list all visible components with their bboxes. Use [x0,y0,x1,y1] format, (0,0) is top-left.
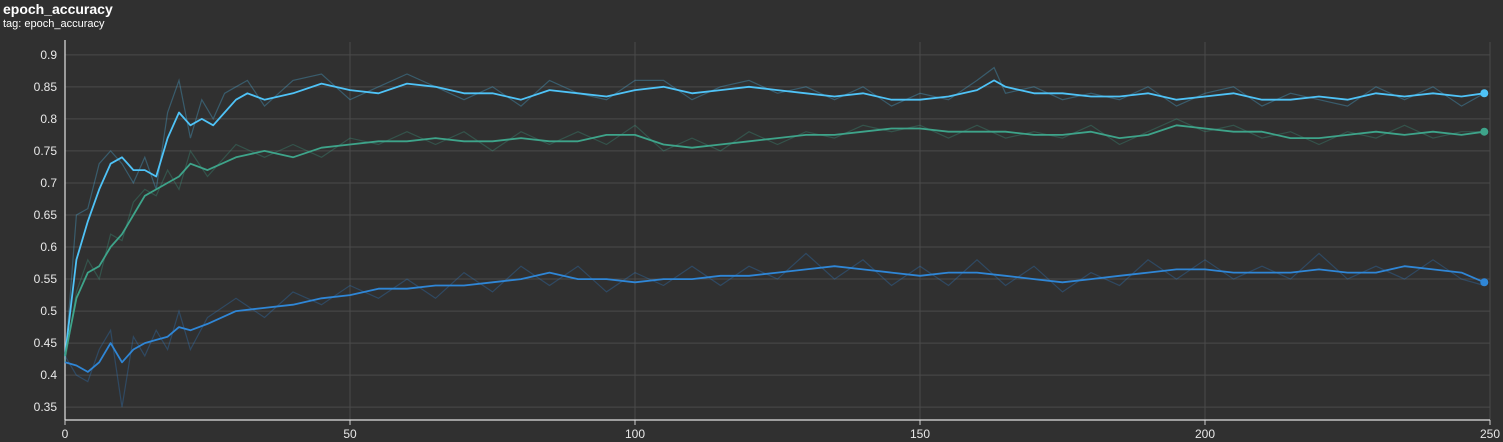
y-tick-label: 0.4 [40,368,57,382]
x-tick-label: 100 [625,427,645,441]
y-tick-label: 0.9 [40,48,57,62]
series-2-endpoint[interactable] [1480,127,1489,136]
y-tick-label: 0.65 [34,208,58,222]
y-tick-label: 0.35 [34,400,58,414]
series-3-smoothed-line [64,265,1485,373]
series-3[interactable] [64,252,1489,408]
y-tick-label: 0.8 [40,112,57,126]
series-3-endpoint[interactable] [1480,278,1489,287]
y-tick-label: 0.7 [40,176,57,190]
y-tick-label: 0.5 [40,304,57,318]
axes: 0.35 0.4 0.45 0.5 0.55 0.6 0.65 0.7 0.75 0.8 0.85 0… [34,40,1500,441]
grid [64,42,1491,420]
y-tick-label: 0.45 [34,336,58,350]
chart-title: epoch_accuracy [3,1,113,17]
y-tick-label: 0.85 [34,80,58,94]
series-1-endpoint[interactable] [1480,89,1489,98]
series-2-smoothed-line [64,124,1485,357]
series-2-raw-line [64,118,1485,363]
x-tick-label: 200 [1195,427,1215,441]
series-group [64,66,1489,408]
series-2[interactable] [64,118,1489,363]
y-tick-label: 0.6 [40,240,57,254]
x-tick-label: 50 [343,427,357,441]
x-tick-label: 150 [910,427,930,441]
x-tick-label: 0 [62,427,69,441]
y-tick-label: 0.75 [34,144,58,158]
series-1-raw-line [64,66,1485,363]
series-1-smoothed-line [64,79,1485,357]
series-1[interactable] [64,66,1489,363]
series-3-raw-line [64,252,1485,408]
y-tick-label: 0.55 [34,272,58,286]
chart-tag: tag: epoch_accuracy [3,18,105,30]
x-tick-label: 250 [1480,427,1500,441]
